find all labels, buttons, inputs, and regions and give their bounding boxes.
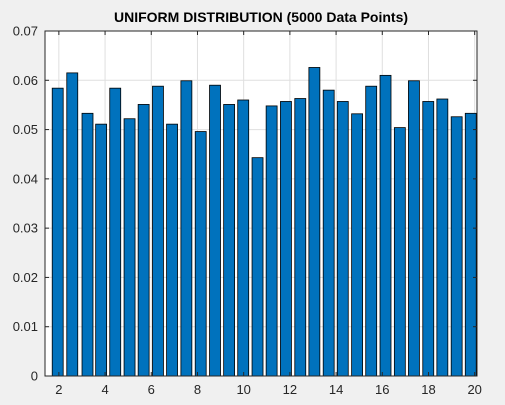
bar (109, 87, 122, 377)
bar (422, 101, 435, 377)
x-tick-label: 4 (101, 382, 108, 397)
x-tick-label: 6 (148, 382, 155, 397)
x-tick-label: 2 (55, 382, 62, 397)
bar (308, 67, 321, 377)
x-tick-label: 10 (236, 382, 250, 397)
bar (280, 101, 292, 377)
x-tick-label: 12 (283, 382, 297, 397)
bar (265, 105, 278, 377)
bar (464, 112, 477, 377)
y-tick-label: 0.01 (13, 319, 38, 334)
bar (137, 104, 150, 377)
y-tick-label: 0.05 (13, 122, 38, 137)
bar (294, 98, 307, 377)
bar (66, 72, 79, 377)
bar (365, 85, 378, 377)
x-tick-label: 8 (194, 382, 201, 397)
bar (95, 123, 108, 377)
x-tick-label: 20 (467, 382, 481, 397)
y-tick-label: 0 (31, 369, 38, 384)
bar (237, 99, 250, 377)
axes-box (44, 30, 478, 377)
axes (44, 30, 478, 377)
bars (51, 67, 477, 377)
y-tick-label: 0.04 (13, 171, 38, 186)
bar (209, 84, 221, 377)
x-tick-label: 16 (375, 382, 389, 397)
y-tick-label: 0.07 (13, 24, 38, 39)
y-tick-label: 0.06 (13, 73, 38, 88)
bar (123, 118, 136, 377)
bar (379, 74, 392, 377)
bar (436, 98, 449, 377)
bar (408, 80, 420, 377)
x-tick-label: 18 (421, 382, 435, 397)
bar (194, 131, 207, 377)
bar (322, 89, 335, 377)
bar (450, 116, 463, 377)
bar (336, 101, 349, 377)
chart-title: UNIFORM DISTRIBUTION (5000 Data Points) (113, 9, 409, 25)
bar (351, 113, 363, 377)
bar (251, 157, 264, 377)
bar (152, 85, 164, 377)
x-tick-labels: 2 4 6 8 10 12 14 16 18 20 (55, 382, 482, 397)
y-tick-labels: 0 0.01 0.02 0.03 0.04 0.05 0.06 0.07 (13, 24, 38, 384)
bar (223, 104, 236, 377)
bar (166, 123, 178, 377)
y-tick-label: 0.03 (13, 221, 38, 236)
x-tick-label: 14 (329, 382, 343, 397)
y-tick-label: 0.02 (13, 270, 38, 285)
bar (81, 112, 94, 377)
bar (51, 87, 64, 377)
bar (180, 80, 193, 377)
bar (393, 127, 406, 377)
